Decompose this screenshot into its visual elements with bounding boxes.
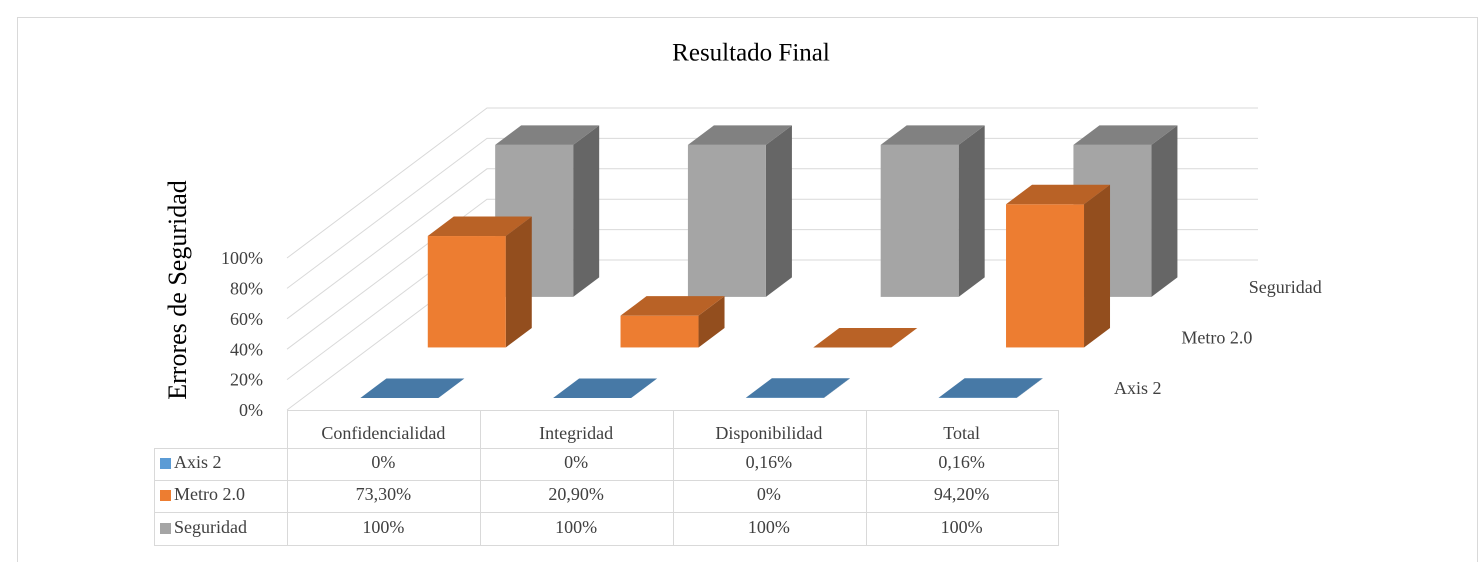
bar-top: [687, 125, 792, 145]
bar-top: [360, 378, 465, 398]
table-value: 100%: [555, 517, 597, 537]
bar-side: [698, 296, 725, 348]
bar-side: [505, 216, 532, 348]
table-value: 0%: [564, 452, 588, 472]
bar-side: [573, 125, 600, 297]
chart-title: Resultado Final: [672, 40, 830, 67]
bar-top: [495, 125, 600, 145]
y-tick-label: 20%: [230, 370, 263, 390]
depth-label: Axis 2: [1114, 378, 1162, 398]
bar-front: [880, 144, 959, 297]
depth-label: Metro 2.0: [1181, 328, 1252, 348]
data-table-lines: [154, 410, 1059, 546]
bar-side: [1016, 378, 1043, 398]
table-header: Disponibilidad: [715, 423, 822, 443]
table-value: 20,90%: [548, 484, 604, 504]
legend-key: [160, 458, 171, 469]
legend-key: [160, 490, 171, 501]
table-header: Integridad: [539, 423, 613, 443]
y-tick-label: 40%: [230, 339, 263, 359]
grid-line: [286, 168, 1258, 320]
table-value: 100%: [941, 517, 983, 537]
table-value: 0%: [371, 452, 395, 472]
table-header: Confidencialidad: [321, 423, 445, 443]
bar-side: [1151, 125, 1178, 297]
table-value: 73,30%: [356, 484, 412, 504]
bar-top: [1073, 125, 1178, 145]
depth-label: Seguridad: [1249, 277, 1322, 297]
y-axis-title: Errores de Seguridad: [163, 180, 192, 399]
bar-top: [813, 327, 918, 348]
bar-top: [938, 378, 1043, 398]
table-value: 0%: [757, 484, 781, 504]
bar-top: [745, 378, 850, 398]
bar-top: [1006, 184, 1111, 205]
bar-top: [880, 125, 985, 145]
y-tick-label: 60%: [230, 309, 263, 329]
bar-side: [1084, 184, 1111, 348]
table-value: 0,16%: [746, 452, 793, 472]
legend-label: Axis 2: [174, 452, 222, 472]
bar-top: [620, 296, 725, 316]
bar-front: [1006, 204, 1085, 348]
bar-top: [427, 216, 532, 237]
y-tick-label: 100%: [221, 248, 263, 268]
bar-side: [958, 125, 985, 297]
y-tick-label: 80%: [230, 279, 263, 299]
bar-side: [765, 125, 792, 297]
legend-key: [160, 523, 171, 534]
table-header: Total: [943, 423, 980, 443]
legend-label: Seguridad: [174, 517, 247, 537]
bar-front: [620, 315, 699, 348]
bar-top: [553, 378, 658, 398]
grid-line: [286, 198, 1258, 350]
table-value: 100%: [362, 517, 404, 537]
table-value: 94,20%: [934, 484, 990, 504]
y-tick-label: 0%: [239, 400, 263, 420]
bar-side: [823, 378, 850, 398]
bar-front: [427, 236, 506, 348]
table-value: 0,16%: [938, 452, 985, 472]
bar-front: [687, 144, 766, 297]
grid-line: [286, 137, 1258, 289]
table-value: 100%: [748, 517, 790, 537]
legend-label: Metro 2.0: [174, 484, 245, 504]
grid-line: [286, 107, 1258, 259]
chart-border: [17, 17, 1478, 562]
